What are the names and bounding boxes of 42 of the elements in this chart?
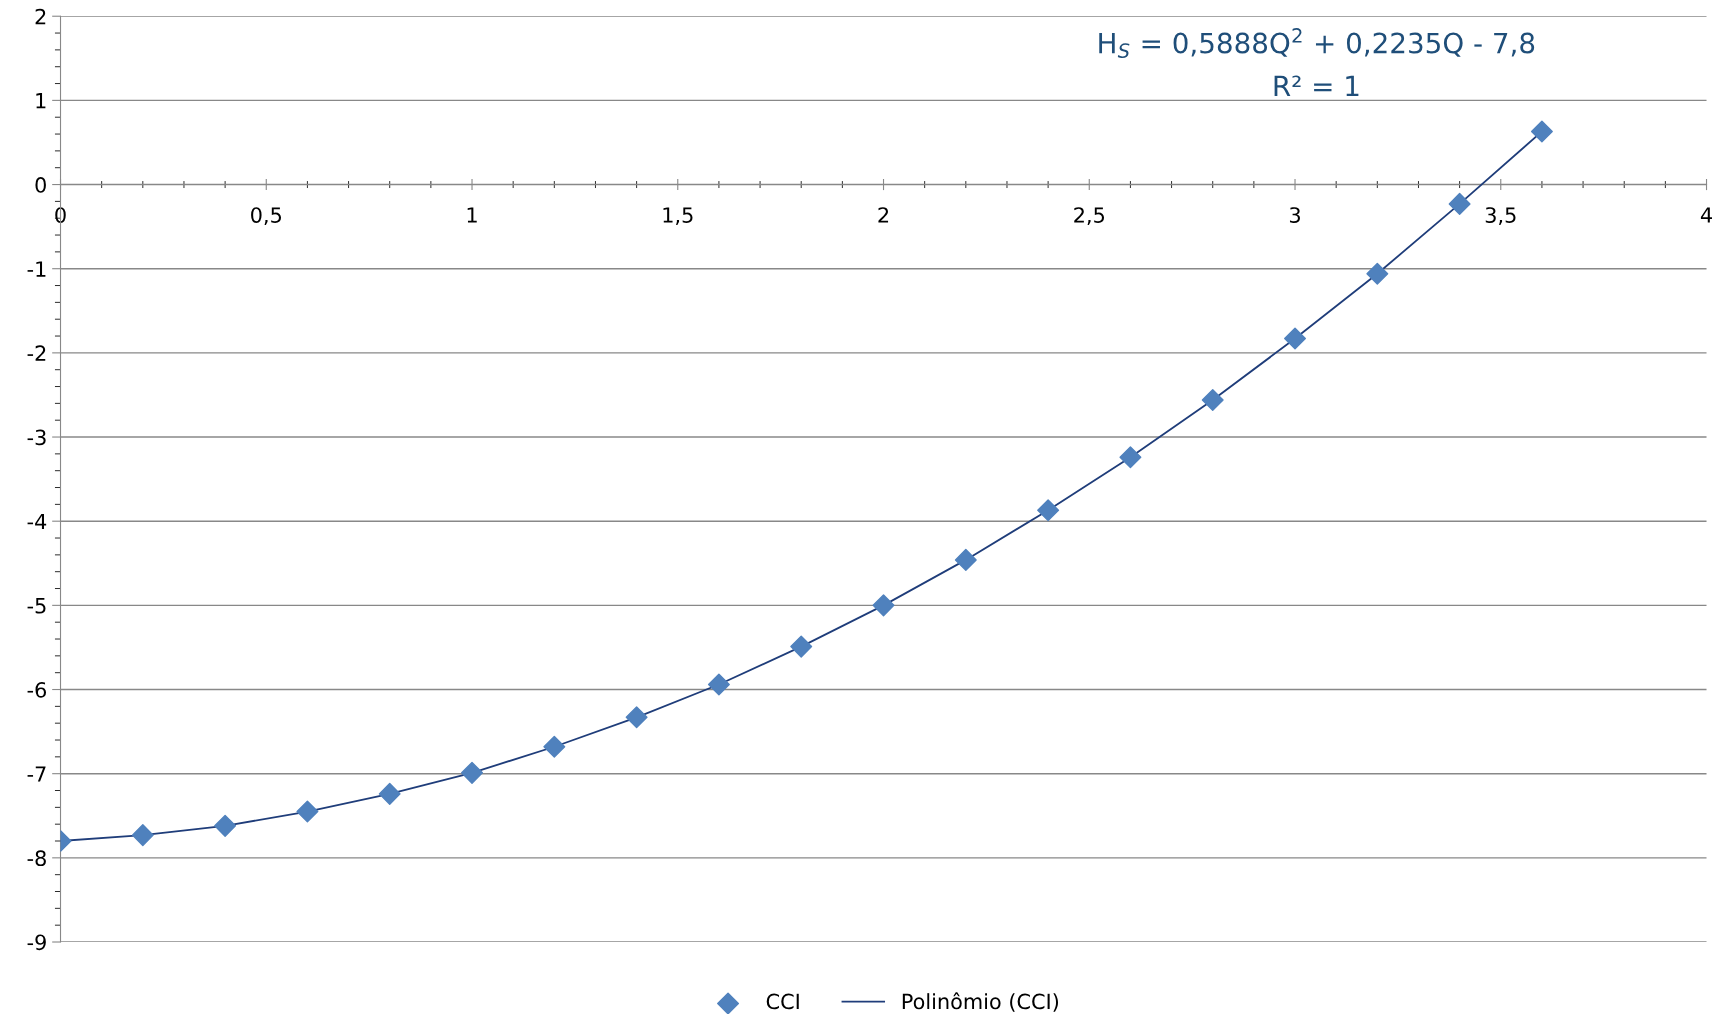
y-tick-label: -1 — [27, 261, 46, 277]
point — [1119, 446, 1142, 469]
point — [1366, 262, 1389, 285]
point — [131, 824, 154, 847]
x-tick-label: 4 — [1700, 207, 1712, 223]
y-tick-label: -2 — [27, 345, 46, 361]
y-tick-label: 1 — [36, 93, 46, 109]
point — [214, 814, 237, 837]
point — [1448, 192, 1471, 215]
y-tick-label: -5 — [27, 598, 46, 614]
point — [1530, 120, 1553, 143]
point — [296, 800, 319, 823]
x-tick-label: 1,5 — [663, 207, 693, 226]
point — [378, 782, 401, 805]
point — [872, 594, 895, 617]
point — [1284, 327, 1307, 350]
x-tick-label: 3 — [1289, 207, 1300, 223]
point — [461, 761, 484, 784]
y-tick-label: -3 — [27, 429, 46, 446]
point — [954, 548, 977, 571]
y-tick-label: 0 — [35, 177, 46, 193]
y-tick-label: 2 — [35, 8, 46, 25]
point — [625, 706, 648, 729]
x-tick-label: 1 — [467, 207, 477, 223]
annotation: R² = 1 — [1274, 75, 1359, 97]
y-tick-label: -7 — [27, 766, 46, 782]
annotation: H$_{S}$ = 0,5888Q$^{2}$ + 0,2235Q - 7,8 — [1099, 28, 1535, 58]
point — [1201, 389, 1224, 411]
point — [1037, 499, 1060, 522]
legend-label: CCI — [766, 993, 799, 1010]
point — [707, 673, 730, 696]
legend-label: Polinômio (CCI) — [902, 992, 1059, 1012]
point — [543, 735, 566, 758]
x-tick-label: 2,5 — [1074, 207, 1105, 226]
y-tick-label: -8 — [27, 850, 46, 867]
y-tick-label: -9 — [27, 934, 46, 951]
point — [790, 635, 813, 658]
y-tick-label: -6 — [27, 681, 47, 698]
x-tick-label: 3,5 — [1485, 207, 1516, 226]
x-tick-label: 2 — [878, 207, 889, 223]
y-tick-label: -4 — [27, 513, 47, 530]
x-tick-label: 0,5 — [251, 207, 282, 226]
